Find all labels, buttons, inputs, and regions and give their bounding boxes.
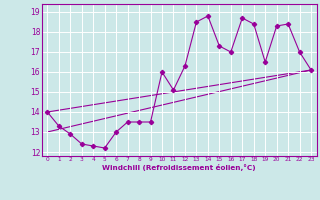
X-axis label: Windchill (Refroidissement éolien,°C): Windchill (Refroidissement éolien,°C) [102,164,256,171]
